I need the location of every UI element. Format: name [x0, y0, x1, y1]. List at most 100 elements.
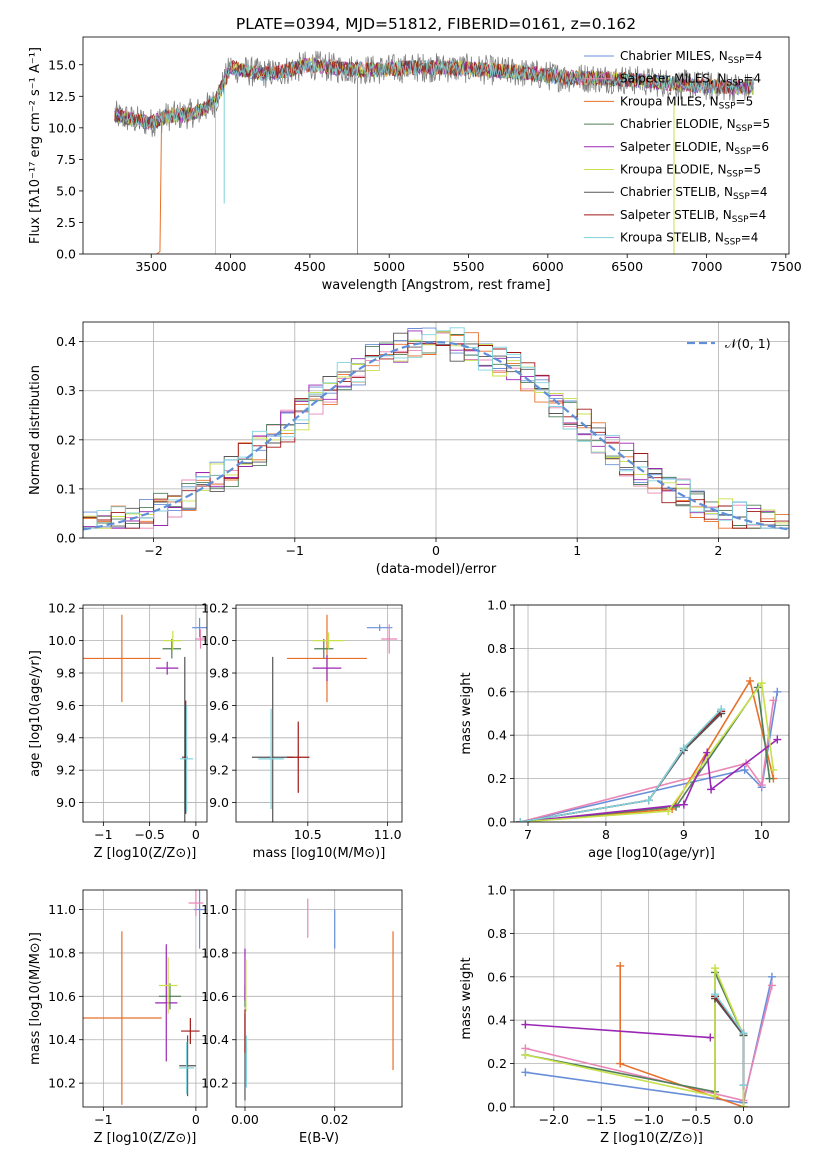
- y-tick-label: 10.8: [48, 945, 76, 960]
- figure-title: PLATE=0394, MJD=51812, FIBERID=0161, z=0…: [236, 15, 636, 33]
- y-axis-label: mass [log10(M/M⊙)]: [28, 932, 43, 1065]
- y-tick-label: 11.0: [201, 902, 229, 917]
- plot-area: [244, 898, 394, 1101]
- y-tick-label: 9.4: [56, 730, 76, 745]
- y-tick-label: 0.6: [487, 684, 507, 699]
- y-tick-label: 0.2: [487, 1056, 507, 1071]
- y-tick-label: 10.0: [201, 633, 229, 648]
- plot-area: [83, 614, 207, 822]
- y-tick-label: 0.0: [487, 815, 507, 830]
- weight-marker: [703, 748, 712, 757]
- x-tick-label: 5500: [453, 259, 485, 274]
- weight-marker: [746, 676, 755, 685]
- weight-marker: [664, 807, 673, 816]
- axes-frame: [82, 889, 208, 1108]
- weight-marker: [616, 961, 625, 970]
- weight-marker: [773, 687, 782, 696]
- plot-area: [114, 50, 755, 254]
- y-axis-label: Flux [fλ10⁻¹⁷ erg cm⁻² s⁻¹ A⁻¹]: [28, 47, 43, 244]
- y-tick-label: 0.6: [487, 969, 507, 984]
- weight-marker: [711, 964, 720, 973]
- y-tick-label: 10.6: [48, 989, 76, 1004]
- y-tick-label: 0.0: [487, 1100, 507, 1115]
- y-tick-label: 11.0: [48, 902, 76, 917]
- weight-marker: [773, 735, 782, 744]
- y-tick-label: 10.4: [48, 1032, 76, 1047]
- chart-age_vs_mass: 10.5 11.0 9.0 9.2 9.4 9.6 9.8 10.0 10.2 mass [log…: [201, 601, 403, 861]
- x-axis-label: Z [log10(Z/Z⊙)]: [600, 1131, 703, 1146]
- x-tick-label: 0: [432, 543, 440, 558]
- x-tick-label: 5000: [373, 259, 405, 274]
- model-spectrum-line: [114, 57, 754, 130]
- plot-area: [83, 890, 206, 1105]
- weight-marker: [740, 765, 749, 774]
- weight-marker: [767, 981, 776, 990]
- weight-line: [714, 998, 745, 1086]
- chart-weight_vs_age: 7 8 9 10 0.0 0.2 0.4 0.6 0.8 1.0 age [log10(age/yr…: [459, 598, 790, 861]
- weight-marker: [717, 705, 726, 714]
- x-tick-label: 6500: [611, 259, 643, 274]
- y-axis-label: mass weight: [459, 672, 474, 754]
- chart-age_vs_Z: −1 −0.5 0 9.0 9.2 9.4 9.6 9.8 10.0 10.2 Z [log10(Z…: [28, 601, 208, 861]
- x-tick-label: 7500: [770, 259, 802, 274]
- weight-marker: [616, 1059, 625, 1068]
- x-tick-label: 0: [192, 1112, 200, 1127]
- x-axis-label: age [log10(age/yr)]: [588, 846, 715, 861]
- plot-area: [83, 327, 789, 538]
- legend-label: Salpeter MILES, NSSP=4: [620, 72, 761, 89]
- x-tick-label: 1: [573, 543, 581, 558]
- x-tick-label: −2.0: [539, 1112, 569, 1127]
- y-tick-label: 0.8: [487, 641, 507, 656]
- y-tick-label: 0.2: [487, 771, 507, 786]
- weight-marker: [521, 1050, 530, 1059]
- legend-label: Salpeter STELIB, NSSP=4: [620, 208, 766, 225]
- weight-marker: [516, 818, 525, 822]
- y-tick-label: 0.8: [487, 926, 507, 941]
- legend-label: Salpeter ELODIE, NSSP=6: [620, 140, 769, 157]
- x-tick-label: 7: [524, 827, 532, 842]
- x-tick-label: 2: [714, 543, 722, 558]
- y-tick-label: 9.8: [209, 666, 229, 681]
- y-tick-label: 0.2: [56, 432, 76, 447]
- weight-marker: [739, 1103, 748, 1107]
- weight-line: [519, 700, 775, 822]
- weight-line: [520, 678, 775, 822]
- x-axis-label: Z [log10(Z/Z⊙)]: [94, 1131, 197, 1146]
- x-tick-label: 10: [754, 827, 770, 842]
- x-tick-label: −1.0: [633, 1112, 663, 1127]
- y-tick-label: 0.0: [56, 531, 76, 546]
- axes-frame: [235, 889, 403, 1108]
- x-tick-label: 0.00: [231, 1112, 259, 1127]
- x-tick-label: −1.5: [586, 1112, 616, 1127]
- weight-marker: [672, 802, 681, 811]
- x-axis-label: E(B-V): [299, 1131, 339, 1146]
- x-tick-label: 6000: [532, 259, 564, 274]
- legend-label: Kroupa STELIB, NSSP=4: [620, 231, 758, 248]
- legend-label: 𝒩(0, 1): [725, 336, 771, 351]
- y-tick-label: 10.4: [201, 1032, 229, 1047]
- y-tick-label: 0.3: [56, 383, 76, 398]
- chart-mass_vs_Z: −1 0 10.2 10.4 10.6 10.8 11.0 Z [log10(Z/Z⊙)] ma…: [28, 889, 208, 1146]
- x-tick-label: −1: [94, 827, 112, 842]
- weight-line: [520, 708, 722, 822]
- y-tick-label: 9.4: [209, 730, 229, 745]
- y-tick-label: 0.0: [56, 247, 76, 262]
- y-tick-label: 10.0: [48, 120, 76, 135]
- x-tick-label: 0: [192, 827, 200, 842]
- weight-marker: [679, 800, 688, 809]
- x-tick-label: 9: [680, 827, 688, 842]
- legend-label: Kroupa ELODIE, NSSP=5: [620, 163, 761, 180]
- x-tick-label: −0.5: [134, 827, 164, 842]
- y-tick-label: 9.2: [56, 763, 76, 778]
- y-tick-label: 12.5: [48, 89, 76, 104]
- weight-marker: [521, 1068, 530, 1077]
- y-tick-label: 2.5: [56, 215, 76, 230]
- chart-spectrum: 3500 4000 4500 5000 5500 6000 6500 7000 7500 0.0 2…: [28, 36, 802, 293]
- x-axis-label: wavelength [Angstrom, rest frame]: [322, 278, 551, 293]
- y-tick-label: 10.2: [48, 601, 76, 616]
- axes-frame: [513, 604, 790, 823]
- x-axis-label: mass [log10(M/M⊙)]: [253, 846, 386, 861]
- x-tick-label: 11.0: [374, 827, 402, 842]
- y-axis-label: mass weight: [459, 957, 474, 1039]
